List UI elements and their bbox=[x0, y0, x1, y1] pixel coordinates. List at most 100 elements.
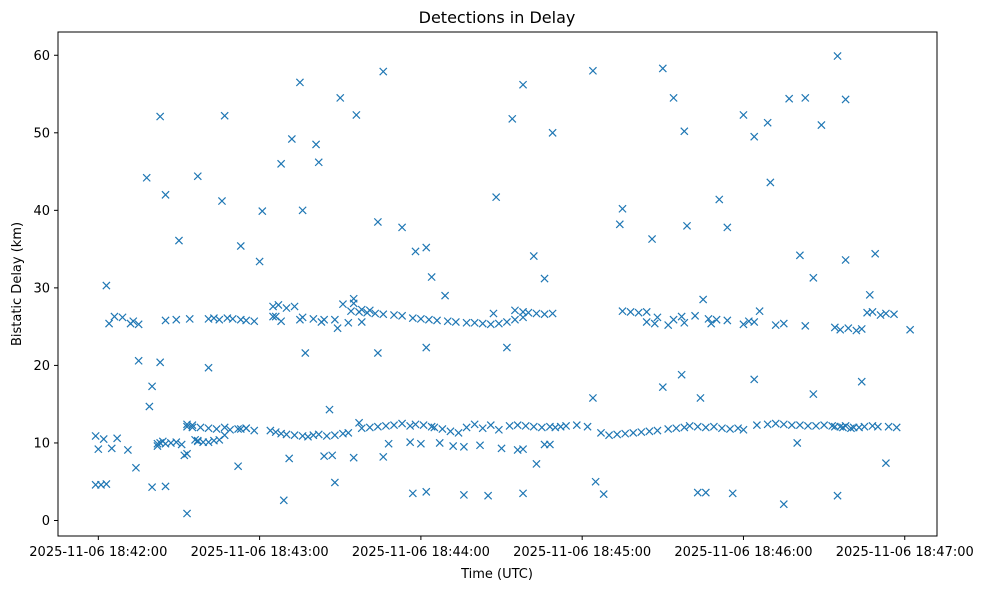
data-point bbox=[717, 424, 726, 433]
data-point bbox=[779, 319, 788, 328]
x-axis-label: Time (UTC) bbox=[460, 567, 533, 582]
y-tick-label: 30 bbox=[33, 281, 50, 296]
data-point bbox=[172, 438, 181, 447]
data-point bbox=[424, 315, 433, 324]
data-point bbox=[204, 424, 213, 433]
data-point bbox=[148, 382, 157, 391]
data-point bbox=[185, 314, 194, 323]
data-point bbox=[763, 118, 772, 127]
data-point bbox=[502, 343, 511, 352]
data-point bbox=[301, 348, 310, 358]
data-point bbox=[540, 274, 549, 283]
data-point bbox=[634, 308, 643, 317]
data-point bbox=[94, 445, 103, 454]
data-point bbox=[715, 195, 724, 204]
data-point bbox=[572, 421, 581, 430]
data-point bbox=[766, 178, 775, 187]
y-tick-label: 10 bbox=[33, 436, 50, 451]
data-point bbox=[191, 435, 200, 444]
data-point bbox=[123, 445, 132, 454]
data-point bbox=[841, 95, 850, 104]
y-tick-label: 20 bbox=[33, 359, 50, 374]
data-point bbox=[750, 132, 759, 141]
data-point bbox=[478, 424, 487, 433]
data-point bbox=[836, 325, 845, 334]
data-point bbox=[755, 307, 764, 316]
data-point bbox=[712, 315, 721, 324]
data-point bbox=[389, 310, 399, 320]
data-point bbox=[510, 315, 519, 324]
y-tick-label: 40 bbox=[33, 204, 50, 219]
data-point bbox=[161, 316, 170, 325]
data-point bbox=[250, 426, 259, 435]
data-point bbox=[363, 308, 372, 317]
data-point bbox=[344, 318, 353, 327]
data-point bbox=[685, 421, 694, 430]
data-point bbox=[242, 316, 251, 325]
data-point bbox=[134, 320, 143, 329]
data-point bbox=[355, 418, 364, 427]
data-point bbox=[416, 439, 425, 448]
data-point bbox=[871, 249, 880, 258]
data-point bbox=[427, 422, 436, 431]
data-point bbox=[438, 424, 447, 434]
data-point bbox=[621, 429, 630, 438]
data-point bbox=[615, 220, 624, 229]
data-point bbox=[217, 197, 226, 206]
data-point bbox=[142, 173, 151, 182]
data-point bbox=[290, 302, 299, 311]
data-point bbox=[330, 315, 339, 324]
data-point bbox=[548, 309, 557, 318]
data-point bbox=[519, 445, 528, 454]
data-point bbox=[110, 312, 119, 321]
data-point bbox=[432, 316, 442, 325]
data-point bbox=[618, 307, 627, 316]
data-point bbox=[398, 223, 407, 232]
data-point bbox=[868, 307, 877, 316]
data-point bbox=[282, 430, 291, 439]
data-point bbox=[833, 52, 842, 61]
data-point bbox=[419, 421, 428, 430]
data-point bbox=[486, 421, 495, 430]
data-point bbox=[680, 423, 689, 432]
data-point bbox=[669, 93, 678, 102]
data-point bbox=[707, 319, 716, 328]
data-point bbox=[650, 319, 659, 328]
data-point bbox=[881, 459, 890, 468]
data-point bbox=[524, 308, 533, 317]
data-point bbox=[677, 370, 686, 379]
data-point bbox=[830, 323, 839, 332]
data-point bbox=[771, 321, 780, 330]
data-point bbox=[865, 290, 874, 299]
data-point bbox=[785, 94, 794, 103]
data-point bbox=[669, 315, 678, 324]
data-point bbox=[709, 422, 718, 431]
data-point bbox=[269, 302, 278, 311]
data-point bbox=[562, 421, 571, 430]
data-point bbox=[285, 454, 294, 463]
data-point bbox=[857, 324, 866, 333]
data-point bbox=[107, 444, 116, 453]
data-point bbox=[427, 272, 436, 282]
data-point bbox=[723, 316, 732, 325]
x-tick-label: 2025-11-06 18:44:00 bbox=[352, 545, 490, 560]
data-point bbox=[371, 309, 380, 318]
data-point bbox=[303, 432, 313, 441]
data-point bbox=[906, 325, 915, 334]
data-point bbox=[596, 428, 606, 437]
chart-title: Detections in Delay bbox=[419, 8, 576, 27]
data-point bbox=[196, 423, 205, 432]
data-point bbox=[545, 440, 554, 449]
data-point bbox=[384, 439, 393, 448]
data-point bbox=[411, 247, 420, 256]
data-point bbox=[295, 315, 304, 324]
data-point bbox=[588, 66, 597, 75]
data-point bbox=[355, 307, 364, 316]
data-point bbox=[242, 424, 251, 433]
data-point bbox=[613, 430, 622, 439]
data-point bbox=[478, 319, 487, 328]
data-point bbox=[451, 317, 460, 327]
data-point bbox=[338, 300, 347, 309]
data-point bbox=[801, 321, 810, 330]
data-point bbox=[352, 110, 361, 119]
